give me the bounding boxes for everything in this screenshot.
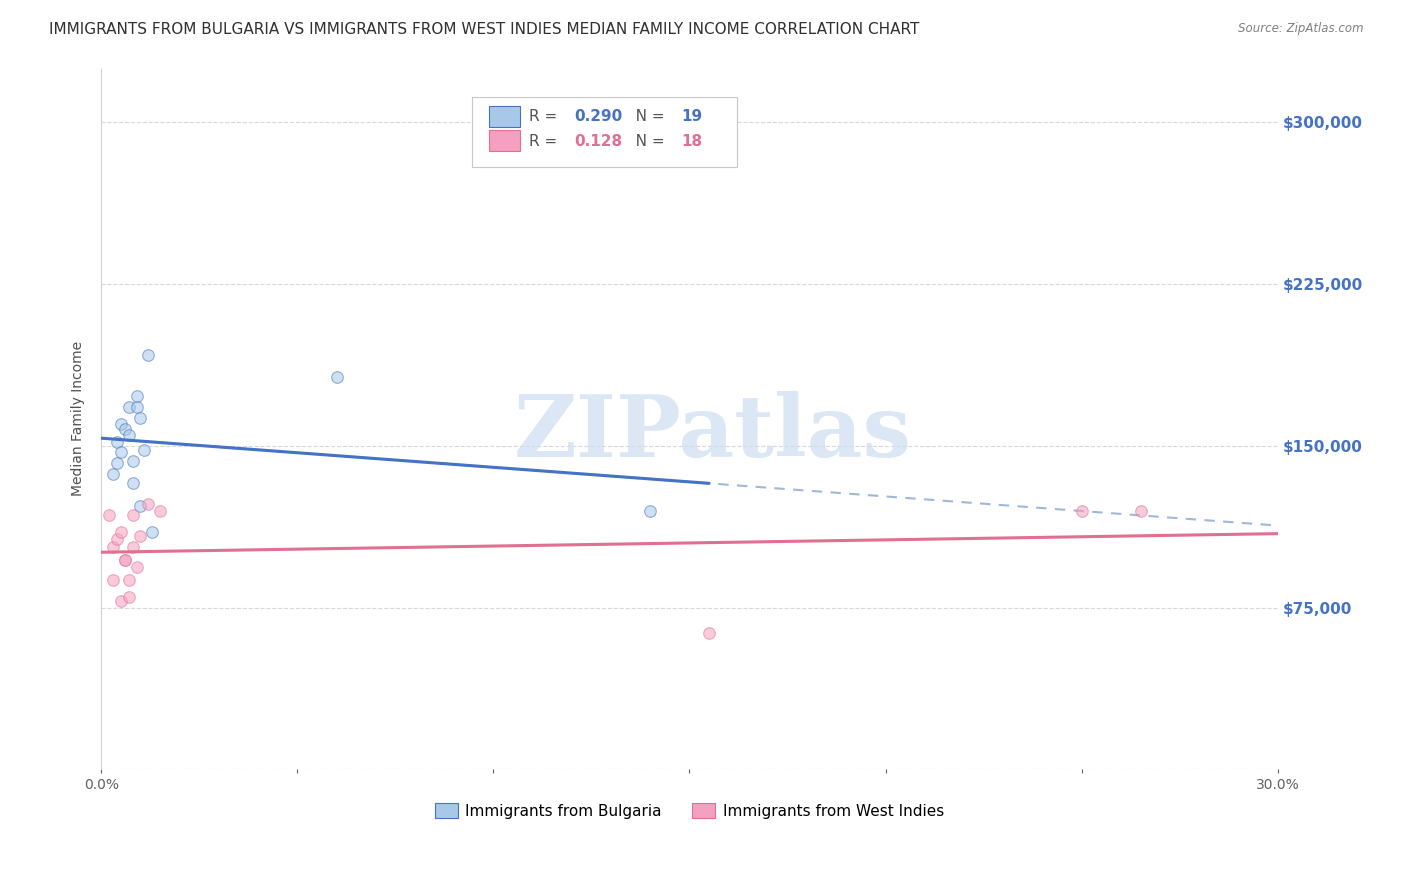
Point	[125, 400, 148, 414]
Text: ZIPatlas: ZIPatlas	[515, 391, 912, 475]
Point	[118, 400, 141, 414]
Point	[121, 508, 143, 522]
Point	[118, 590, 141, 604]
Text: 18: 18	[682, 134, 703, 149]
Point	[125, 389, 148, 403]
Point	[101, 573, 124, 587]
Point	[121, 454, 143, 468]
Point	[101, 540, 124, 554]
Text: IMMIGRANTS FROM BULGARIA VS IMMIGRANTS FROM WEST INDIES MEDIAN FAMILY INCOME COR: IMMIGRANTS FROM BULGARIA VS IMMIGRANTS F…	[49, 22, 920, 37]
Text: N =: N =	[621, 134, 669, 149]
Y-axis label: Median Family Income: Median Family Income	[72, 342, 86, 497]
Point	[1129, 503, 1152, 517]
Point	[118, 573, 141, 587]
Point	[129, 500, 152, 514]
Point	[118, 428, 141, 442]
Text: 0.290: 0.290	[574, 110, 623, 124]
Text: N =: N =	[621, 110, 669, 124]
Point	[110, 525, 132, 540]
Text: R =: R =	[530, 110, 562, 124]
Point	[121, 475, 143, 490]
Point	[101, 467, 124, 481]
Point	[114, 422, 136, 436]
Point	[114, 553, 136, 567]
Point	[129, 529, 152, 543]
Point	[136, 348, 159, 362]
Point	[149, 503, 172, 517]
Legend: Immigrants from Bulgaria, Immigrants from West Indies: Immigrants from Bulgaria, Immigrants fro…	[429, 797, 950, 825]
FancyBboxPatch shape	[489, 105, 520, 127]
Point	[105, 532, 128, 546]
Point	[121, 540, 143, 554]
Point	[638, 503, 661, 517]
Point	[1070, 503, 1092, 517]
Point	[110, 445, 132, 459]
Point	[125, 559, 148, 574]
Point	[697, 626, 720, 640]
Text: 0.128: 0.128	[574, 134, 623, 149]
Point	[105, 456, 128, 470]
Text: R =: R =	[530, 134, 562, 149]
Text: Source: ZipAtlas.com: Source: ZipAtlas.com	[1239, 22, 1364, 36]
Point	[134, 443, 156, 458]
FancyBboxPatch shape	[472, 96, 737, 167]
Point	[325, 369, 347, 384]
Point	[129, 410, 152, 425]
Point	[98, 508, 121, 522]
Point	[136, 497, 159, 511]
Text: 19: 19	[682, 110, 703, 124]
Point	[110, 594, 132, 608]
Point	[110, 417, 132, 432]
Point	[141, 525, 163, 540]
Point	[114, 553, 136, 567]
Point	[105, 434, 128, 449]
FancyBboxPatch shape	[489, 130, 520, 152]
